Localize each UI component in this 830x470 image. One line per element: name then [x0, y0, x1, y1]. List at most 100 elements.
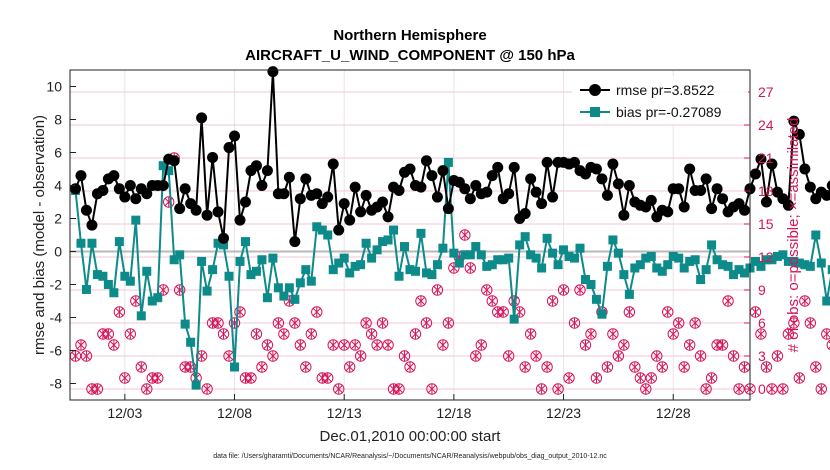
obs-possible-marker	[771, 350, 784, 362]
rmse-point	[130, 193, 142, 205]
obs-assimilated-marker	[504, 351, 514, 361]
y-axis-ticks: -8 -6 -4 -2 0 2 4 6 8 10	[46, 79, 76, 392]
obs-assimilated-marker	[778, 384, 788, 394]
rmse-point	[360, 189, 372, 201]
obs-possible-marker	[398, 350, 411, 362]
obs-assimilated-marker	[811, 362, 821, 372]
rmse-point	[525, 173, 537, 185]
bias-point	[476, 250, 486, 260]
x-tick-label: 12/08	[217, 405, 252, 421]
rmse-point	[711, 183, 723, 195]
rmse-point	[415, 181, 427, 193]
rmse-point	[541, 156, 553, 168]
rmse-point	[793, 128, 805, 140]
bias-point	[125, 276, 135, 286]
bias-point	[652, 263, 662, 273]
obs-assimilated-marker	[690, 318, 700, 328]
bias-point	[328, 265, 338, 275]
obs-assimilated-marker	[323, 373, 333, 383]
obs-assimilated-marker	[115, 307, 124, 317]
obs-possible-marker	[382, 339, 394, 351]
obs-possible-marker	[612, 350, 625, 362]
obs-possible-marker	[662, 306, 674, 318]
obs-possible-marker	[217, 328, 230, 340]
bias-point	[575, 243, 585, 253]
bias-point	[729, 270, 739, 280]
obs-possible-marker	[804, 317, 817, 329]
rmse-point	[75, 170, 87, 182]
rmse-point	[536, 198, 548, 210]
rmse-point	[590, 163, 602, 175]
bias-point	[169, 255, 179, 265]
obs-assimilated-marker	[158, 285, 168, 295]
obs-possible-marker	[338, 339, 350, 351]
obs-assimilated-marker	[120, 373, 130, 383]
bias-point	[350, 261, 360, 271]
bias-point	[602, 261, 612, 271]
bias-point	[487, 260, 497, 270]
rmse-point	[459, 183, 471, 195]
bias-point	[559, 245, 569, 255]
obs-possible-marker	[442, 317, 455, 329]
obs-assimilated-marker	[603, 362, 612, 372]
legend: rmse pr=3.8522 bias pr=-0.27089	[572, 76, 748, 124]
bias-point	[334, 258, 344, 268]
rmse-point	[179, 183, 191, 195]
bias-point	[208, 265, 218, 275]
obs-assimilated-marker	[668, 329, 678, 339]
obs-assimilated-marker	[246, 373, 256, 383]
y-tick-label: -6	[50, 343, 63, 359]
obs-assimilated-marker	[476, 340, 486, 350]
obs-assimilated-marker	[268, 351, 278, 361]
obs-possible-marker	[519, 361, 531, 373]
bias-point	[750, 256, 760, 266]
bias-point	[520, 232, 530, 242]
rmse-point	[782, 199, 794, 211]
bias-point	[674, 253, 684, 263]
rmse-point	[695, 184, 707, 196]
legend-rmse-marker	[589, 84, 601, 96]
bias-point	[624, 289, 634, 299]
bias-point	[740, 268, 750, 278]
bias-point	[679, 263, 689, 273]
obs-possible-marker	[228, 317, 241, 329]
obs-possible-marker	[678, 361, 690, 373]
bias-point	[251, 266, 261, 276]
rmse-point	[294, 193, 306, 205]
bias-point	[822, 296, 830, 306]
bias-point	[202, 286, 212, 296]
obs-assimilated-marker	[498, 307, 508, 317]
obs-assimilated-marker	[646, 373, 656, 383]
right-tick-label: 6	[758, 315, 766, 331]
bias-point	[471, 242, 481, 252]
obs-possible-marker	[623, 306, 636, 318]
obs-assimilated-marker	[471, 351, 481, 361]
x-tick-label: 12/03	[107, 405, 142, 421]
rmse-point	[311, 188, 323, 200]
obs-assimilated-marker	[224, 351, 234, 361]
rmse-point	[97, 184, 109, 196]
rmse-point	[261, 165, 273, 177]
bias-point	[103, 280, 113, 289]
obs-possible-marker	[360, 317, 372, 329]
obs-assimilated-marker	[526, 329, 535, 339]
rmse-point	[250, 160, 262, 172]
bias-point	[301, 265, 311, 275]
obs-assimilated-marker	[805, 318, 815, 328]
obs-possible-marker	[815, 383, 827, 395]
bias-point	[454, 258, 464, 268]
obs-assimilated-marker	[372, 340, 382, 350]
bias-point	[273, 283, 283, 293]
obs-possible-marker	[799, 295, 811, 307]
obs-assimilated-marker	[136, 362, 146, 372]
rmse-point	[196, 112, 208, 124]
rmse-point	[420, 155, 432, 167]
bias-point	[548, 248, 558, 258]
obs-possible-marker	[173, 284, 186, 296]
obs-assimilated-marker	[460, 230, 470, 240]
bias-point	[685, 256, 695, 266]
obs-assimilated-marker	[328, 340, 338, 350]
obs-assimilated-marker	[641, 384, 651, 394]
rmse-point	[700, 173, 712, 185]
rmse-point	[393, 184, 405, 196]
